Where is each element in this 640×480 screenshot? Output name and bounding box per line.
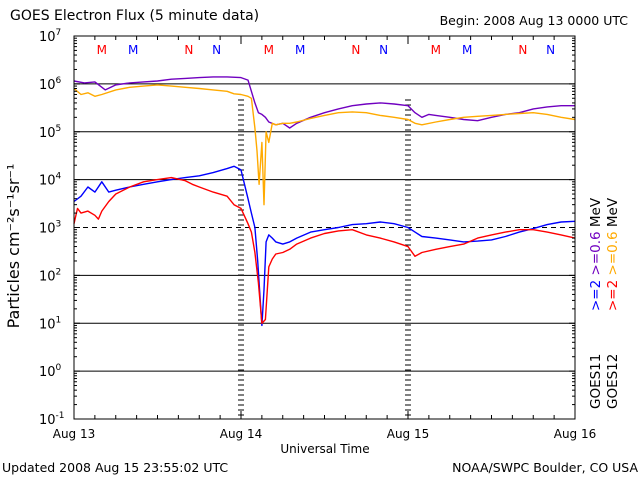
local-time-marker: N (379, 43, 388, 57)
local-time-marker: N (184, 43, 193, 57)
legend-goes11-energies: >=2 >=0.6 MeV (588, 197, 604, 311)
chart-title: GOES Electron Flux (5 minute data) (10, 8, 260, 24)
axes: 10-1 100 101 102 103 104 105 106 107 Aug 13 Aug 14… (39, 28, 596, 441)
legend-goes12-ge06: >=0.6 (605, 231, 621, 276)
series-line-goes11_ge2 (73, 165, 576, 327)
local-time-marker: M (97, 43, 107, 57)
y-tick-label: 103 (39, 220, 61, 237)
x-tick-label: Aug 15 (387, 427, 430, 441)
local-time-marker: N (518, 43, 527, 57)
y-axis-title: Particles cm⁻²s⁻¹sr⁻¹ (4, 163, 23, 329)
credit-text: NOAA/SWPC Boulder, CO USA (452, 460, 638, 475)
grid-lines (74, 83, 575, 372)
day-boundary-markers (238, 99, 411, 416)
y-tick-label: 106 (39, 76, 62, 93)
legend-goes11-label: GOES11 (588, 353, 604, 409)
x-axis-title: Universal Time (280, 442, 370, 456)
local-time-marker: M (462, 43, 472, 57)
x-tick-label: Aug 14 (220, 427, 263, 441)
y-tick-label: 102 (39, 267, 61, 284)
updated-timestamp: Updated 2008 Aug 15 23:55:02 UTC (2, 460, 229, 475)
y-tick-label: 10-1 (39, 411, 65, 428)
legend-goes12-energies: >=2 >=0.6 MeV (605, 197, 621, 311)
local-time-marker: M (295, 43, 305, 57)
series-line-goes11_ge06 (73, 76, 575, 129)
y-tick-label: 100 (39, 363, 62, 380)
local-time-marker: M (431, 43, 441, 57)
y-tick-label: 101 (39, 315, 61, 332)
local-time-marker: N (212, 43, 221, 57)
local-time-marker: N (546, 43, 555, 57)
legend-goes11-unit: MeV (588, 197, 604, 228)
legend-goes11-ge2: >=2 (588, 279, 604, 311)
y-tick-label: 105 (39, 124, 61, 141)
local-time-marker: M (128, 43, 138, 57)
local-time-marker: N (351, 43, 360, 57)
legend-goes12-ge2: >=2 (605, 279, 621, 311)
series-lines (73, 76, 576, 327)
series-line-goes12_ge06 (73, 84, 576, 206)
legend-goes11-ge06: >=0.6 (588, 231, 604, 276)
legend-goes12-label: GOES12 (605, 353, 621, 409)
begin-time: Begin: 2008 Aug 13 0000 UTC (439, 13, 628, 28)
legend-goes12-unit: MeV (605, 197, 621, 228)
local-time-marker: M (264, 43, 274, 57)
x-tick-label: Aug 13 (53, 427, 96, 441)
plot-frame (73, 35, 576, 420)
series-line-goes12_ge2 (73, 176, 576, 324)
y-tick-label: 104 (39, 172, 62, 189)
y-tick-label: 107 (39, 28, 61, 45)
x-tick-label: Aug 16 (554, 427, 597, 441)
